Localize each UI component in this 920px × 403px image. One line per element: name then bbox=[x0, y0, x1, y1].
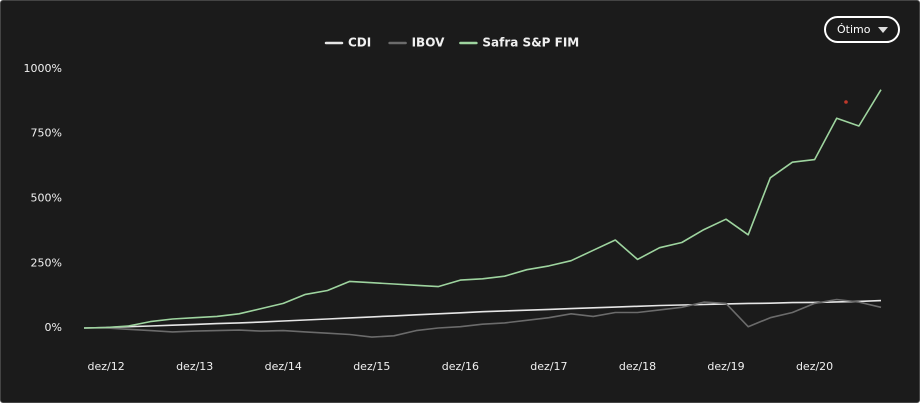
series-line bbox=[83, 299, 882, 329]
x-tick-label: dez/19 bbox=[707, 360, 744, 373]
legend-label: CDI bbox=[348, 36, 371, 50]
x-tick-label: dez/14 bbox=[265, 360, 302, 373]
x-tick-label: dez/13 bbox=[176, 360, 213, 373]
series-line bbox=[83, 89, 882, 329]
x-tick-label: dez/15 bbox=[353, 360, 390, 373]
legend-label: IBOV bbox=[412, 36, 445, 50]
y-tick-label: 750% bbox=[31, 127, 62, 140]
y-tick-label: 1000% bbox=[24, 62, 62, 75]
x-tick-label: dez/20 bbox=[796, 360, 833, 373]
marker-dot bbox=[844, 100, 848, 104]
x-tick-label: dez/18 bbox=[619, 360, 656, 373]
period-selector[interactable]: Ótimo bbox=[824, 16, 900, 43]
x-tick-label: dez/17 bbox=[530, 360, 567, 373]
y-tick-label: 0% bbox=[45, 321, 62, 334]
legend-label: Safra S&P FIM bbox=[482, 36, 579, 50]
y-tick-label: 250% bbox=[31, 256, 62, 269]
x-tick-label: dez/12 bbox=[88, 360, 125, 373]
y-tick-label: 500% bbox=[31, 192, 62, 205]
series-line bbox=[84, 298, 882, 338]
x-tick-label: dez/16 bbox=[442, 360, 479, 373]
